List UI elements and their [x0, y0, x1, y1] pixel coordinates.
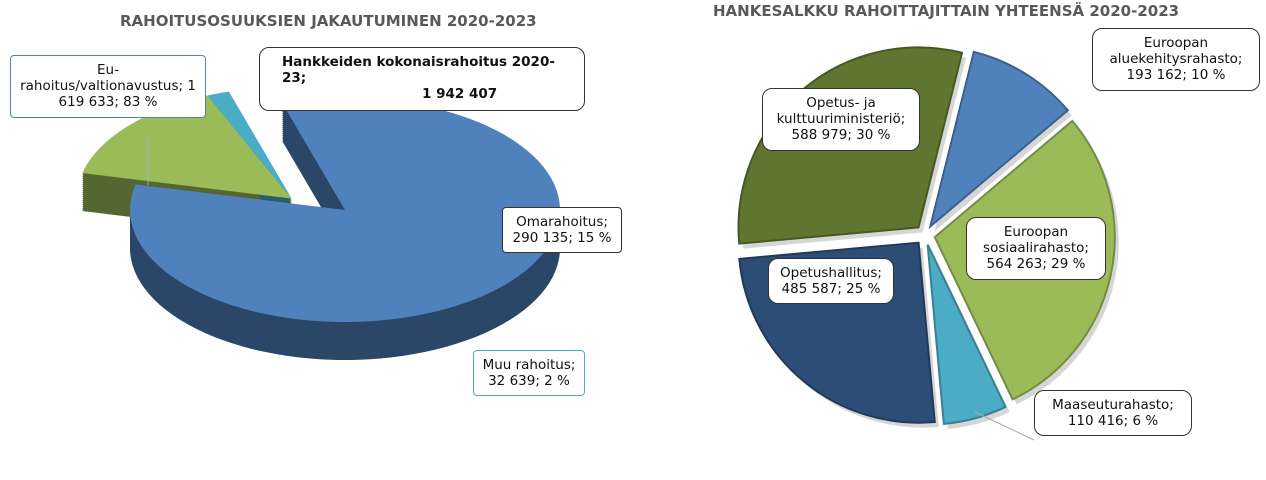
data-label: Euroopan sosiaalirahasto; 564 263; 29 %	[966, 217, 1106, 280]
slice	[207, 91, 292, 199]
data-label: Omarahoitus; 290 135; 15 %	[502, 207, 622, 254]
slice	[82, 95, 292, 199]
slice	[926, 244, 1007, 425]
data-label: Euroopan aluekehitysrahasto; 193 162; 10…	[1092, 28, 1260, 91]
chart-title: HANKESALKKU RAHOITTAJITTAIN YHTEENSÄ 202…	[713, 2, 1180, 20]
annotation: 1 942 407	[422, 86, 498, 103]
data-label: Eu-rahoitus/valtionavustus; 1 619 633; 8…	[10, 55, 206, 118]
leader-line	[974, 411, 1035, 441]
data-label: Opetus- ja kulttuuriministeriö; 588 979;…	[762, 88, 920, 151]
annotation: Hankkeiden kokonaisrahoitus 2020-23;	[282, 54, 555, 87]
slice	[130, 97, 560, 322]
annotation-box: Hankkeiden kokonaisrahoitus 2020-23; 1 94…	[259, 47, 585, 111]
slice	[928, 50, 1070, 230]
data-label: Opetushallitus; 485 587; 25 %	[768, 258, 894, 305]
data-label: Maaseuturahasto; 110 416; 6 %	[1034, 390, 1192, 437]
data-label: Muu rahoitus; 32 639; 2 %	[473, 350, 585, 397]
chart-title: RAHOITUSOSUUKSIEN JAKAUTUMINEN 2020-2023	[120, 12, 537, 30]
